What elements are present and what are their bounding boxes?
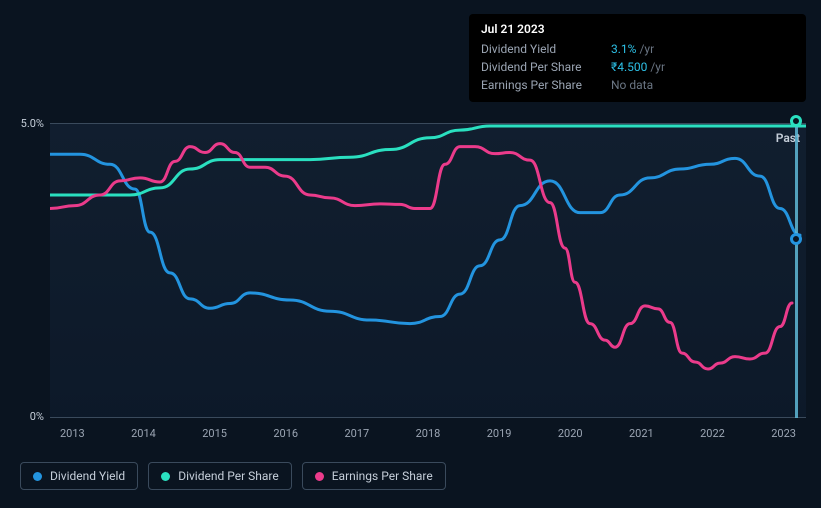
tooltip-value: 3.1%/yr <box>611 42 654 56</box>
x-tick: 2014 <box>131 427 156 447</box>
x-tick: 2017 <box>345 427 370 447</box>
legend-label: Dividend Yield <box>50 469 125 483</box>
legend-dot <box>33 472 42 481</box>
x-tick: 2016 <box>273 427 298 447</box>
tooltip-label: Dividend Per Share <box>481 60 611 74</box>
legend-label: Earnings Per Share <box>332 469 433 483</box>
legend-item[interactable]: Dividend Per Share <box>148 462 292 490</box>
tooltip-label: Dividend Yield <box>481 42 611 56</box>
series-line <box>50 126 806 195</box>
tooltip-suffix: /yr <box>639 42 654 56</box>
x-tick: 2013 <box>60 427 85 447</box>
x-tick: 2018 <box>416 427 441 447</box>
x-tick: 2015 <box>202 427 227 447</box>
hover-dot-dividend-yield <box>790 233 802 245</box>
legend-label: Dividend Per Share <box>178 469 279 483</box>
x-tick: 2021 <box>629 427 654 447</box>
hover-line <box>795 123 798 418</box>
tooltip-label: Earnings Per Share <box>481 78 611 92</box>
tooltip-date: Jul 21 2023 <box>481 22 794 40</box>
tooltip-row: Dividend Yield3.1%/yr <box>481 40 794 58</box>
x-tick: 2023 <box>771 427 796 447</box>
x-tick: 2020 <box>558 427 583 447</box>
tooltip-suffix: /yr <box>650 60 665 74</box>
tooltip-value: No data <box>611 78 653 92</box>
x-axis: 2013 2014 2015 2016 2017 2018 2019 2020 2021 2022… <box>50 427 806 447</box>
legend-item[interactable]: Dividend Yield <box>20 462 138 490</box>
hover-tooltip: Jul 21 2023 Dividend Yield3.1%/yrDividen… <box>469 14 806 102</box>
x-tick: 2022 <box>700 427 725 447</box>
chart-lines <box>50 123 806 418</box>
tooltip-row: Dividend Per Share₹4.500/yr <box>481 58 794 76</box>
tooltip-row: Earnings Per ShareNo data <box>481 76 794 94</box>
y-axis-label-max: 5.0% <box>21 117 44 130</box>
tooltip-value: ₹4.500/yr <box>611 60 665 74</box>
y-axis-label-min: 0% <box>30 410 44 423</box>
legend-dot <box>161 472 170 481</box>
chart[interactable]: 5.0% 0% Past 201320142015201620172018201… <box>50 105 806 425</box>
x-tick: 2019 <box>487 427 512 447</box>
legend: Dividend Yield Dividend Per Share Earnings… <box>20 462 446 490</box>
legend-item[interactable]: Earnings Per Share <box>302 462 446 490</box>
legend-dot <box>315 472 324 481</box>
hover-dot-dividend-per-share <box>790 115 802 127</box>
